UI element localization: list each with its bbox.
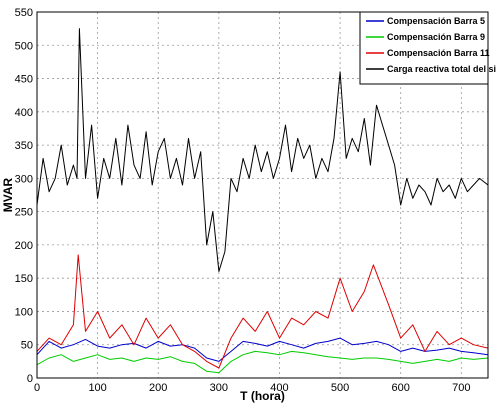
x-tick-label: 100 (88, 382, 106, 394)
legend: Compensación Barra 5 Compensación Barra 9… (359, 11, 496, 85)
y-tick-label: 500 (15, 40, 33, 52)
x-tick-label: 600 (392, 382, 410, 394)
series-line-1 (36, 337, 489, 362)
series-lines (36, 28, 489, 374)
y-axis-label: MVAR (1, 177, 15, 212)
series-line-3 (36, 254, 489, 369)
y-tick-label: 150 (15, 273, 33, 285)
x-tick-label: 700 (452, 382, 470, 394)
x-tick-label: 0 (34, 382, 40, 394)
series-line-2 (36, 350, 489, 374)
x-tick-label: 500 (331, 382, 349, 394)
legend-entry: Carga reactiva total del sistema (387, 64, 496, 74)
y-tick-label: 200 (15, 240, 33, 252)
y-tick-label: 350 (15, 140, 33, 152)
axis-ticks: 0 50 100 150 200 250 300 350 400 450 500 550 0 100 200… (15, 7, 471, 394)
y-tick-label: 250 (15, 207, 33, 219)
legend-entry: Compensación Barra 5 (387, 16, 485, 26)
y-tick-label: 550 (15, 7, 33, 19)
x-tick-label: 200 (149, 382, 167, 394)
y-tick-label: 400 (15, 107, 33, 119)
legend-entry: Compensación Barra 11 (387, 48, 490, 58)
y-tick-label: 100 (15, 306, 33, 318)
series-line-4 (36, 28, 489, 272)
legend-box (359, 11, 489, 85)
y-tick-label: 0 (27, 373, 33, 385)
x-axis-label: T (hora) (240, 389, 285, 403)
legend-entry: Compensación Barra 9 (387, 32, 485, 42)
y-tick-label: 450 (15, 74, 33, 86)
x-tick-label: 400 (270, 382, 288, 394)
plot-frame (36, 11, 489, 379)
y-tick-label: 300 (15, 173, 33, 185)
y-tick-label: 50 (21, 340, 33, 352)
x-tick-label: 300 (210, 382, 228, 394)
